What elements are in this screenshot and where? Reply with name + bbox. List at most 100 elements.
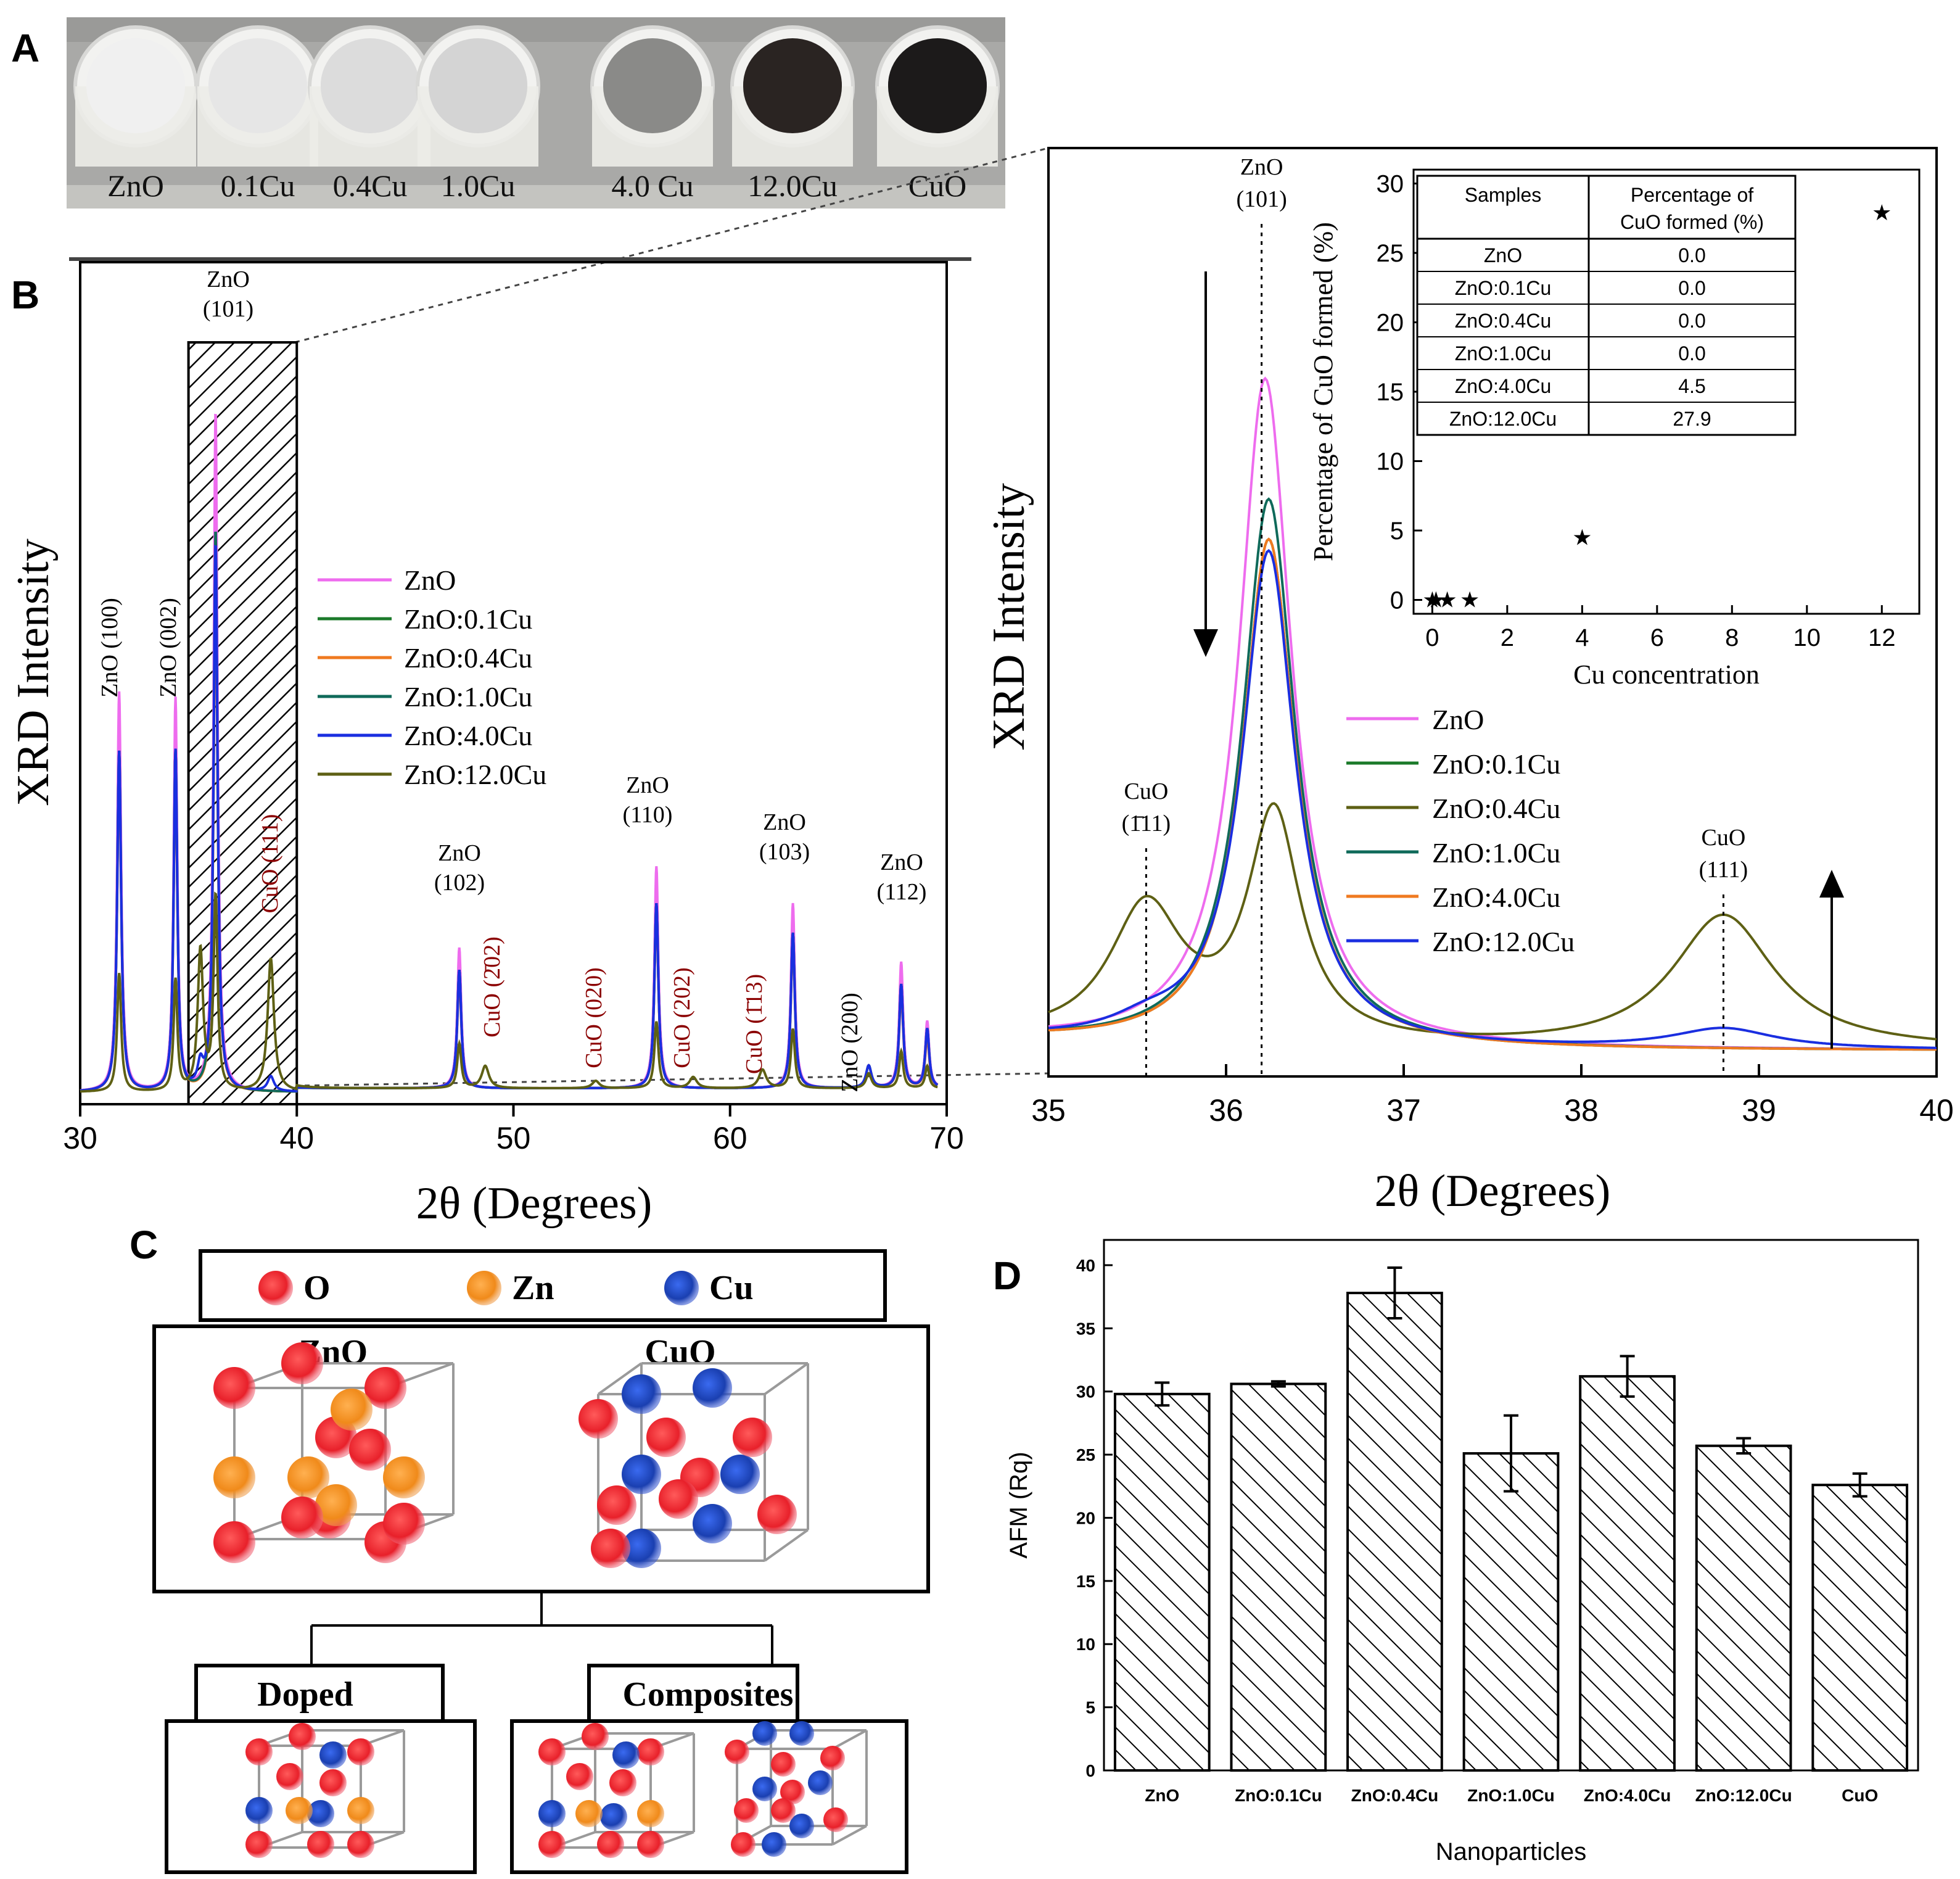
inset-x-tick-label: 2 xyxy=(1501,624,1514,651)
atom-cu-icon xyxy=(752,1721,777,1746)
afm-category-label: CuO xyxy=(1842,1786,1878,1805)
scatter-point: ★ xyxy=(1426,588,1446,613)
highlight-box xyxy=(187,341,299,1105)
atom-cu-icon xyxy=(622,1374,661,1414)
lattice-bond xyxy=(764,1529,809,1562)
vial-powder-top xyxy=(603,39,702,133)
category-label-doped: Doped xyxy=(257,1675,353,1714)
panel-label-a: A xyxy=(11,26,39,70)
atom-cu-icon xyxy=(538,1800,566,1827)
inset-x-axis-label: Cu concentration xyxy=(1573,659,1760,690)
atom-o-icon xyxy=(538,1738,566,1765)
scatter-point: ★ xyxy=(1460,588,1480,613)
scatter-point: ★ xyxy=(1438,588,1457,613)
atom-o-icon xyxy=(383,1503,425,1545)
xrd-zoom-chart: ZnO (101)CuO (1̄11)CuO (111) 35 36 37 38 39 40 Z… xyxy=(984,147,1954,1216)
legend-entry: ZnO:4.0Cu xyxy=(1432,882,1560,913)
table-cell: ZnO xyxy=(1484,244,1522,266)
atom-o-icon xyxy=(757,1495,797,1534)
peak-label: CuO (020) xyxy=(581,967,607,1068)
atom-legend-label: Zn xyxy=(512,1269,554,1307)
xrd-zoom-x-axis-label: 2θ (Degrees) xyxy=(1375,1166,1611,1216)
atom-cu-icon xyxy=(720,1455,760,1494)
afm-bar xyxy=(1346,1292,1443,1772)
xrd-series-line xyxy=(80,891,938,1093)
increase-arrow xyxy=(1819,870,1844,1049)
inset-y-tick-label: 15 xyxy=(1377,379,1404,406)
atom-o-icon xyxy=(725,1740,749,1764)
atom-o-icon xyxy=(771,1752,796,1777)
afm-y-tick-label: 30 xyxy=(1076,1382,1095,1402)
atom-cu-icon xyxy=(789,1721,814,1746)
atom-o-icon xyxy=(276,1763,303,1790)
atom-o-icon xyxy=(659,1479,698,1519)
atom-cu-icon xyxy=(600,1803,627,1830)
sample-vial: 4.0 Cu xyxy=(590,25,715,203)
table-header: Samples xyxy=(1465,184,1542,206)
atom-zn-icon xyxy=(331,1389,373,1431)
afm-bar xyxy=(1695,1444,1792,1772)
atom-cu-icon xyxy=(622,1529,661,1568)
atom-cu-icon xyxy=(612,1741,640,1769)
peak-label: CuO (1̄11) xyxy=(1122,778,1171,836)
legend-entry: ZnO:1.0Cu xyxy=(404,681,532,712)
x-tick-label: 38 xyxy=(1564,1093,1599,1128)
afm-bar xyxy=(1811,1484,1909,1772)
table-cell: 27.9 xyxy=(1673,408,1711,430)
afm-category-label: ZnO:12.0Cu xyxy=(1695,1786,1792,1805)
peak-label: CuO (2̄02) xyxy=(479,936,505,1038)
afm-y-tick-label: 35 xyxy=(1076,1319,1095,1338)
vial-powder-top xyxy=(321,39,419,133)
atom-o-icon xyxy=(281,1497,323,1538)
sample-vial: 0.1Cu xyxy=(196,25,320,203)
atom-cu-icon xyxy=(762,1832,786,1857)
scatter-point: ★ xyxy=(1422,588,1442,613)
peak-label: CuO (111) xyxy=(257,814,283,914)
x-tick-label: 70 xyxy=(929,1121,964,1155)
sample-label: 1.0Cu xyxy=(441,168,516,203)
xrd-full-chart: ZnO (100) ZnO (002) ZnO (101) CuO (111) ZnO (1… xyxy=(8,257,971,1229)
afm-y-tick-label: 40 xyxy=(1076,1256,1095,1275)
table-cell: ZnO:4.0Cu xyxy=(1455,375,1552,397)
table-cell: ZnO:1.0Cu xyxy=(1455,342,1552,365)
atom-zn-icon xyxy=(287,1456,329,1498)
atom-o-icon xyxy=(289,1723,316,1750)
table-cell: ZnO:0.4Cu xyxy=(1455,310,1552,332)
peak-label: ZnO (002) xyxy=(155,598,181,697)
x-tick-label: 60 xyxy=(713,1121,747,1155)
inset-x-tick-label: 12 xyxy=(1868,624,1896,651)
table-cell: 0.0 xyxy=(1678,244,1705,266)
lattice-bond xyxy=(832,1825,867,1846)
legend-entry: ZnO:4.0Cu xyxy=(404,720,532,751)
atom-o-icon xyxy=(733,1418,772,1457)
atom-legend-zn-icon xyxy=(467,1271,501,1305)
afm-category-label: ZnO:0.4Cu xyxy=(1351,1786,1439,1805)
afm-x-axis-label: Nanoparticles xyxy=(1436,1838,1587,1865)
x-tick-label: 40 xyxy=(1919,1093,1954,1128)
atom-o-icon xyxy=(566,1763,593,1790)
atom-o-icon xyxy=(319,1769,347,1796)
xrd-zoom-y-axis-label: XRD Intensity xyxy=(984,483,1034,751)
afm-category-label: ZnO:4.0Cu xyxy=(1584,1786,1671,1805)
legend-entry: ZnO:12.0Cu xyxy=(1432,926,1575,957)
afm-category-label: ZnO:1.0Cu xyxy=(1467,1786,1555,1805)
panel-label-c: C xyxy=(130,1223,158,1267)
x-tick-label: 35 xyxy=(1031,1093,1066,1128)
inset-y-tick-label: 10 xyxy=(1377,448,1404,476)
scatter-point: ★ xyxy=(1572,525,1592,550)
lattice-bond xyxy=(597,1362,643,1395)
sample-vial: 1.0Cu xyxy=(416,25,540,203)
afm-bar xyxy=(1113,1392,1211,1772)
decrease-arrow xyxy=(1193,271,1218,657)
atom-zn-icon xyxy=(213,1456,255,1498)
atom-zn-icon xyxy=(637,1800,664,1827)
atom-o-icon xyxy=(582,1723,609,1750)
legend-entry: ZnO:1.0Cu xyxy=(1432,837,1560,869)
legend-entry: ZnO xyxy=(1432,704,1484,735)
panel-label-b: B xyxy=(11,273,39,317)
peak-label: CuO (202) xyxy=(669,967,695,1068)
legend-entry: ZnO:0.1Cu xyxy=(404,603,532,635)
peak-label: CuO (111) xyxy=(1699,825,1748,883)
inset-x-tick-label: 6 xyxy=(1650,624,1664,651)
